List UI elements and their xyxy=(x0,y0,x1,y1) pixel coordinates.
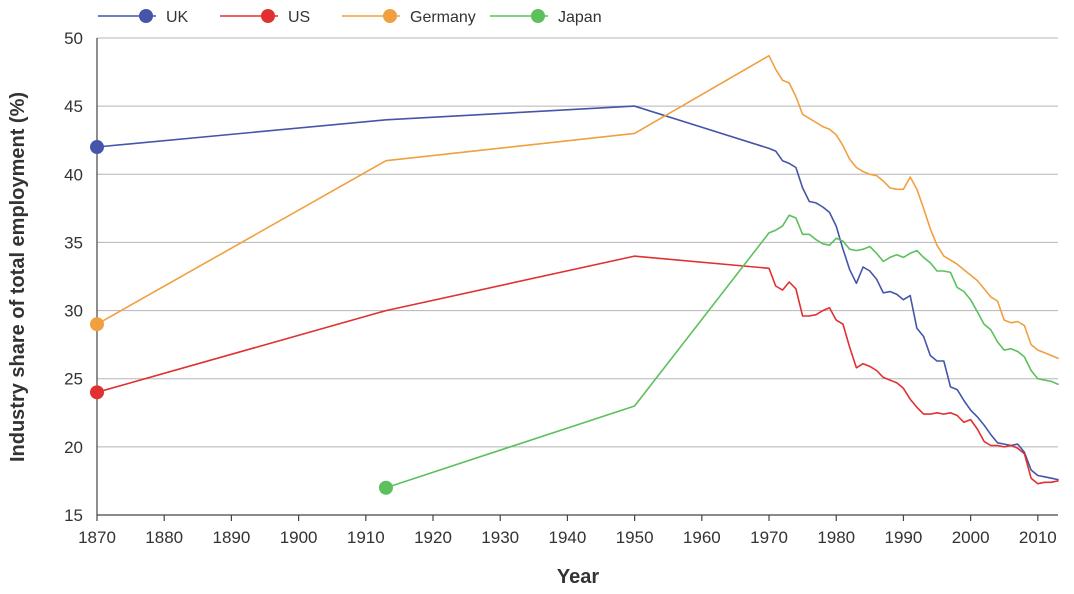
y-tick-label-40: 40 xyxy=(64,165,83,184)
x-tick-label-2000: 2000 xyxy=(952,528,990,547)
x-tick-label-1910: 1910 xyxy=(347,528,385,547)
x-axis-title: Year xyxy=(557,566,599,588)
y-tick-label-45: 45 xyxy=(64,97,83,116)
x-tick-label-1870: 1870 xyxy=(78,528,116,547)
legend-label-germany: Germany xyxy=(410,9,476,26)
grid-lines xyxy=(97,37,1058,516)
x-tick-labels: 1870 1880 1890 1900 1910 1920 1930 1940 1950 1960… xyxy=(78,528,1057,547)
x-tick-label-1880: 1880 xyxy=(145,528,183,547)
series-line-japan xyxy=(385,214,1059,489)
start-markers xyxy=(90,140,393,495)
series-line-us xyxy=(96,255,1059,485)
x-tick-label-1890: 1890 xyxy=(212,528,250,547)
x-tick-label-1990: 1990 xyxy=(885,528,923,547)
x-tick-label-1960: 1960 xyxy=(683,528,721,547)
start-marker-us xyxy=(90,385,104,400)
x-tick-label-1930: 1930 xyxy=(481,528,519,547)
series-lines xyxy=(96,54,1059,489)
x-tick-label-1980: 1980 xyxy=(817,528,855,547)
legend-label-uk: UK xyxy=(166,9,189,26)
legend-label-us: US xyxy=(288,9,310,26)
legend: UK US Germany Japan xyxy=(98,9,602,26)
legend-marker-germany xyxy=(383,9,397,23)
x-tick-label-2010: 2010 xyxy=(1019,528,1057,547)
legend-marker-uk xyxy=(139,9,153,23)
y-tick-label-15: 15 xyxy=(64,506,83,525)
y-tick-label-30: 30 xyxy=(64,302,83,321)
series-line-uk xyxy=(96,105,1059,481)
y-tick-label-20: 20 xyxy=(64,438,83,457)
start-marker-germany xyxy=(90,317,104,332)
x-tick-label-1920: 1920 xyxy=(414,528,452,547)
y-tick-labels: 15 20 25 30 35 40 45 50 xyxy=(64,29,83,525)
y-tick-label-25: 25 xyxy=(64,370,83,389)
start-marker-uk xyxy=(90,140,104,155)
x-tick-label-1950: 1950 xyxy=(616,528,654,547)
axes xyxy=(96,38,1058,521)
y-tick-label-50: 50 xyxy=(64,29,83,48)
legend-marker-japan xyxy=(531,9,545,23)
series-line-germany xyxy=(96,54,1059,360)
y-tick-label-35: 35 xyxy=(64,233,83,252)
x-tick-label-1900: 1900 xyxy=(280,528,318,547)
x-tick-label-1940: 1940 xyxy=(549,528,587,547)
legend-label-japan: Japan xyxy=(558,9,602,26)
legend-marker-us xyxy=(261,9,275,23)
start-marker-japan xyxy=(378,480,393,495)
y-axis-title: Industry share of total employment (%) xyxy=(7,92,29,462)
x-tick-label-1970: 1970 xyxy=(750,528,788,547)
